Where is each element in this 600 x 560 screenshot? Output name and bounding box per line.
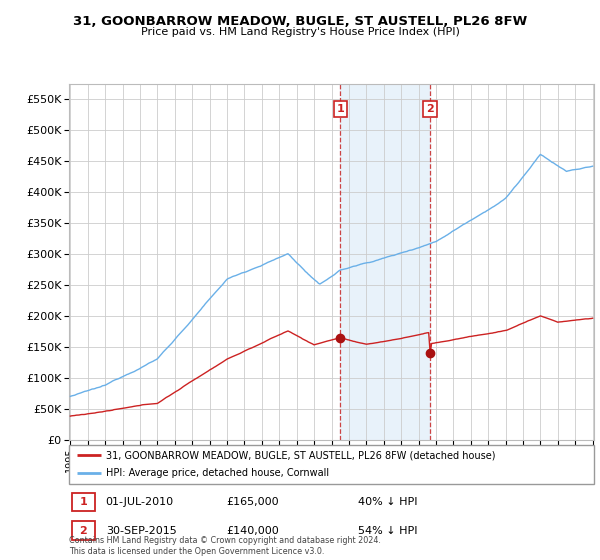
Text: Price paid vs. HM Land Registry's House Price Index (HPI): Price paid vs. HM Land Registry's House …: [140, 27, 460, 38]
Text: 54% ↓ HPI: 54% ↓ HPI: [358, 526, 417, 536]
Text: HPI: Average price, detached house, Cornwall: HPI: Average price, detached house, Corn…: [106, 468, 329, 478]
Text: 2: 2: [80, 526, 88, 536]
Text: Contains HM Land Registry data © Crown copyright and database right 2024.
This d: Contains HM Land Registry data © Crown c…: [69, 536, 381, 556]
FancyBboxPatch shape: [71, 493, 95, 511]
Text: 1: 1: [337, 104, 344, 114]
Text: £140,000: £140,000: [227, 526, 279, 536]
Text: 01-JUL-2010: 01-JUL-2010: [106, 497, 174, 507]
Text: 40% ↓ HPI: 40% ↓ HPI: [358, 497, 417, 507]
Text: £165,000: £165,000: [227, 497, 279, 507]
Text: 31, GOONBARROW MEADOW, BUGLE, ST AUSTELL, PL26 8FW (detached house): 31, GOONBARROW MEADOW, BUGLE, ST AUSTELL…: [106, 450, 495, 460]
Text: 31, GOONBARROW MEADOW, BUGLE, ST AUSTELL, PL26 8FW: 31, GOONBARROW MEADOW, BUGLE, ST AUSTELL…: [73, 15, 527, 28]
FancyBboxPatch shape: [71, 521, 95, 540]
Text: 2: 2: [426, 104, 434, 114]
Text: 30-SEP-2015: 30-SEP-2015: [106, 526, 176, 536]
Text: 1: 1: [80, 497, 88, 507]
